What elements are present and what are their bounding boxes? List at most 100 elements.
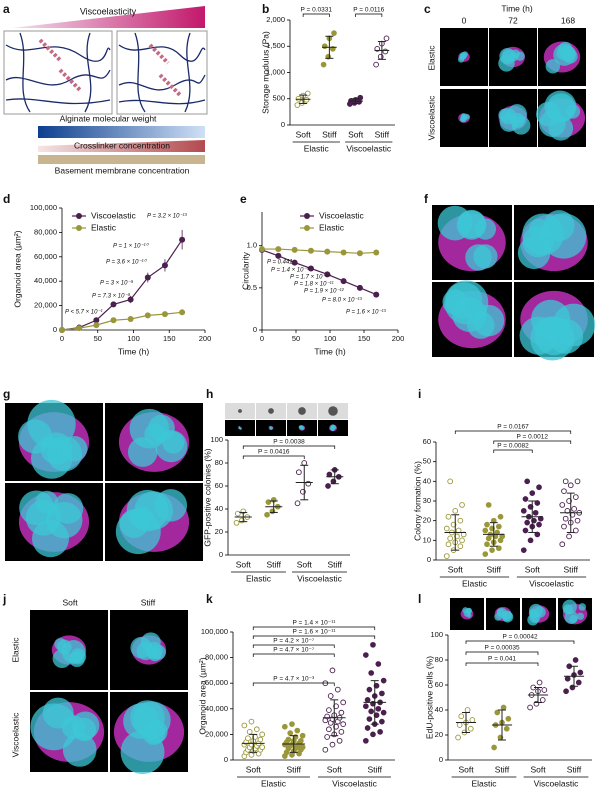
panel-c-header: Time (h) [501, 3, 532, 13]
comparison-label: P = 1.4 × 10⁻¹¹ [292, 620, 336, 627]
data-point [457, 543, 464, 550]
data-point [338, 709, 345, 716]
organoid [61, 435, 88, 462]
data-point [379, 718, 385, 725]
x-tick-label: 100 [127, 334, 140, 343]
y-tick-label: 80 [435, 655, 443, 664]
data-point [336, 737, 343, 744]
data-point [362, 737, 369, 744]
series-line [61, 239, 183, 331]
comparison-bracket [454, 430, 572, 434]
data-point [281, 723, 288, 730]
data-point [327, 693, 334, 699]
y-tick-label: 60 [435, 680, 443, 689]
data-point [299, 744, 306, 751]
data-point [571, 506, 577, 512]
x-tick-label: 200 [199, 334, 212, 343]
data-point [482, 551, 489, 557]
data-point [489, 547, 495, 554]
x-axis-label: Time (h) [118, 346, 149, 356]
data-point [326, 726, 332, 733]
y-tick-label: 40,000 [205, 704, 228, 713]
panel-letter: e [240, 192, 247, 206]
data-point [380, 677, 387, 684]
data-point [329, 667, 336, 674]
data-point [459, 537, 465, 544]
time-label: 168 [561, 15, 575, 25]
y-tick-label: 100 [210, 435, 223, 444]
organoid [460, 56, 465, 61]
data-point [459, 502, 465, 508]
data-point [563, 688, 569, 695]
group-label: Elastic [261, 778, 287, 788]
data-point [522, 496, 529, 502]
data-point [495, 523, 502, 530]
group-label: Viscoelastic [346, 143, 391, 153]
bar-label: Basement membrane concentration [55, 165, 190, 175]
y-tick-label: 0 [427, 555, 431, 564]
data-point [447, 478, 454, 485]
time-label: 0 [462, 15, 467, 25]
organoid [517, 236, 551, 270]
data-point [536, 679, 543, 686]
group-label: Elastic [304, 143, 330, 153]
organoid [18, 419, 53, 454]
x-tick-label: 50 [94, 334, 102, 343]
data-point [264, 511, 270, 518]
data-point [296, 469, 302, 476]
data-point [324, 271, 331, 278]
x-tick-label: 150 [163, 334, 176, 343]
group-label: Viscoelastic [297, 573, 342, 583]
data-point [520, 547, 527, 554]
legend-label: Viscoelastic [319, 210, 364, 220]
organoid [331, 426, 335, 430]
row-label: Viscoelastic [10, 712, 20, 757]
panel-letter: g [3, 387, 10, 401]
panel-a-top: Viscoelasticity [80, 6, 137, 16]
data-point [445, 513, 452, 520]
y-tick-label: 20,000 [34, 301, 57, 310]
x-tick-label: Stiff [267, 559, 282, 569]
x-tick-label: Stiff [487, 564, 502, 574]
organoid [134, 491, 174, 530]
data-point [366, 686, 373, 693]
panel-letter: b [262, 2, 269, 16]
p-value-annotation: P = 1.8 × 10⁻¹¹ [294, 282, 334, 288]
organoid [456, 209, 487, 240]
p-value-annotation: P = 3.2 × 10⁻¹³ [147, 214, 188, 220]
data-point [93, 317, 100, 324]
p-value-annotation: P = 1.4 × 10⁻⁹ [271, 267, 310, 274]
x-tick-label: Stiff [495, 764, 510, 774]
data-point [447, 535, 454, 542]
data-point [482, 527, 489, 534]
data-point [340, 249, 347, 256]
data-point [532, 509, 539, 516]
data-point [338, 728, 345, 735]
panel-letter: f [424, 192, 429, 206]
data-point [491, 744, 497, 751]
data-point [340, 699, 347, 706]
x-tick-label: Stiff [564, 564, 579, 574]
comparison-bracket [493, 440, 572, 444]
p-value-annotation: P = 3 × 10⁻⁹ [100, 280, 134, 287]
x-tick-label: Soft [448, 564, 464, 574]
x-tick-label: Stiff [368, 764, 383, 774]
x-tick-label: 0 [260, 334, 264, 343]
data-point [370, 641, 376, 648]
gradient-bar [38, 126, 205, 138]
data-point [373, 682, 380, 689]
p-value-annotation: P = 1.6 × 10⁻¹³ [346, 310, 387, 316]
x-tick-label: Stiff [567, 764, 582, 774]
data-point [541, 687, 548, 693]
x-tick-label: Soft [348, 129, 364, 139]
panel-letter: a [3, 2, 10, 16]
data-point [245, 735, 251, 742]
data-point [561, 523, 567, 530]
data-point [298, 737, 304, 744]
y-tick-label: 80,000 [205, 653, 228, 662]
data-point [564, 675, 571, 682]
comparison-bracket [355, 13, 383, 17]
x-tick-label: Soft [236, 559, 252, 569]
data-point [259, 246, 265, 253]
y-tick-label: 80 [215, 458, 223, 467]
